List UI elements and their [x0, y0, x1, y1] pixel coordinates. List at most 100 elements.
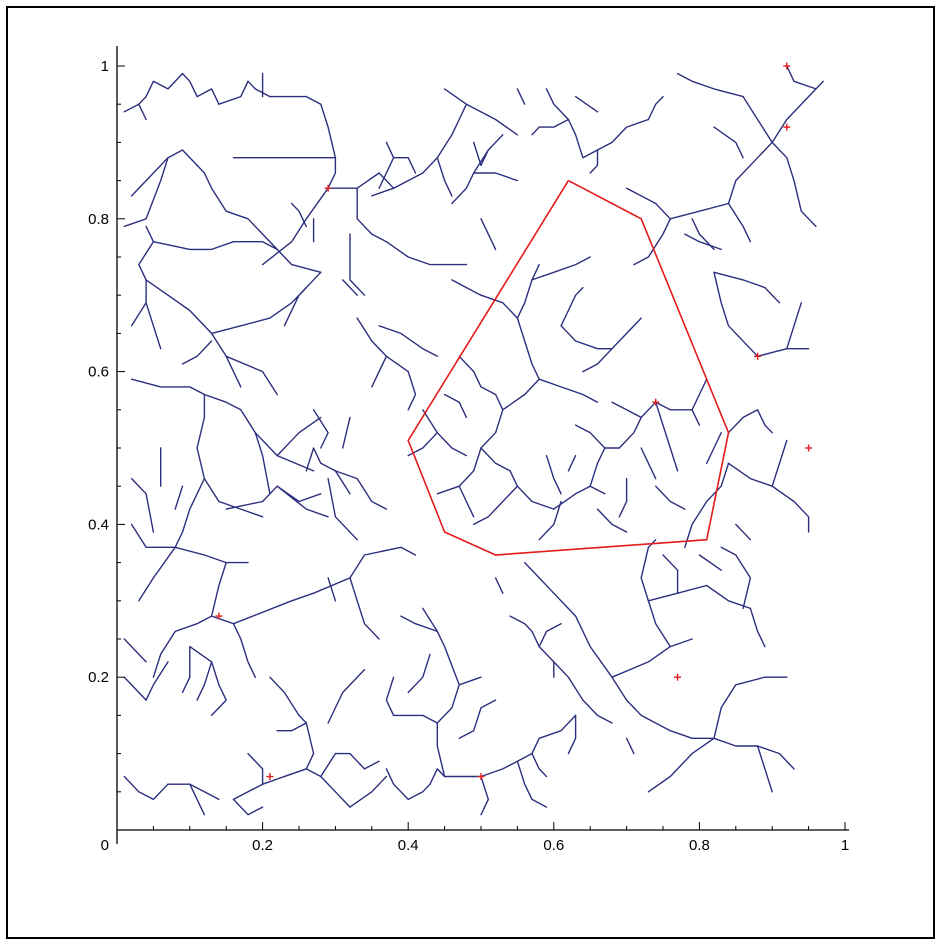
network-branch: [130, 523, 176, 548]
network-branch: [480, 447, 511, 472]
network-branch: [531, 118, 570, 136]
network-branch: [480, 393, 504, 449]
network-branch: [392, 156, 417, 174]
network-branch: [232, 775, 286, 801]
network-branch: [210, 615, 257, 678]
network-branch: [735, 523, 752, 541]
network-branch: [655, 401, 679, 472]
network-branch: [662, 554, 679, 594]
network-branch: [349, 546, 417, 579]
network-branch: [458, 485, 475, 518]
network-branch: [640, 577, 671, 648]
network-branch: [786, 65, 817, 90]
network-branch: [560, 325, 613, 350]
network-branch: [327, 577, 337, 602]
network-branch: [247, 752, 264, 785]
network-branch: [480, 775, 489, 816]
x-tick-label: 0.4: [398, 837, 419, 854]
network-branch: [181, 149, 278, 251]
y-tick-label: 0.8: [88, 211, 109, 228]
network-branch: [174, 485, 184, 510]
axis-layer: 0.2 0.4 0.6 0.8 1 0.2 0.4 0.6 0.8 1 0: [88, 46, 849, 854]
network-branch: [422, 103, 468, 174]
y-tick-label: 1: [101, 58, 109, 75]
red-cross-marker: [324, 184, 332, 192]
network-branch: [706, 432, 722, 464]
network-branch: [480, 714, 577, 778]
network-branch: [291, 202, 307, 228]
network-branch: [327, 172, 395, 189]
red-cross-marker: [754, 352, 762, 360]
network-branch: [611, 401, 642, 419]
network-branch: [611, 317, 642, 350]
network-branch: [138, 546, 176, 602]
network-branch: [145, 225, 322, 273]
network-branch: [756, 348, 810, 357]
network-branch: [611, 676, 715, 739]
network-branch: [618, 401, 657, 449]
network-branch: [691, 218, 715, 251]
network-branch: [560, 286, 584, 327]
network-branch: [531, 256, 591, 281]
network-branch: [349, 775, 388, 808]
red-cross-marker: [266, 773, 274, 781]
network-branch: [232, 798, 264, 816]
network-branch: [283, 271, 322, 327]
network-branch: [334, 470, 388, 510]
network-branch: [385, 676, 446, 778]
network-branch: [574, 424, 606, 449]
network-branch: [516, 88, 526, 105]
network-branch: [647, 737, 715, 793]
network-branch: [145, 302, 162, 350]
network-branch: [553, 661, 613, 724]
red-cross-marker: [477, 773, 485, 781]
network-branch: [400, 615, 438, 633]
network-branch: [436, 447, 482, 495]
network-branch: [123, 661, 169, 701]
network-branch: [720, 546, 752, 610]
network-branch: [232, 577, 351, 625]
network-branch: [480, 134, 504, 167]
network-branch: [225, 485, 329, 518]
plot-border: [6, 6, 935, 939]
network-branch: [145, 279, 242, 388]
red-cross-marker: [805, 444, 813, 452]
network-branch: [684, 462, 730, 548]
network-branch: [254, 432, 271, 495]
network-branch: [196, 661, 213, 701]
network-branch: [480, 294, 519, 319]
network-branch: [786, 302, 802, 350]
x-tick-label: 0.2: [252, 837, 273, 854]
network-branch: [123, 638, 147, 663]
network-branch: [152, 615, 213, 678]
network-branch: [611, 118, 650, 144]
network-branch: [713, 737, 773, 793]
network-branch: [727, 462, 810, 533]
network-branch: [756, 745, 795, 770]
network-branch: [698, 554, 722, 571]
network-branch: [407, 653, 431, 694]
network-branch: [516, 760, 548, 808]
network-branch: [349, 577, 380, 640]
network-branch: [538, 500, 562, 541]
network-branch: [261, 187, 329, 266]
x-tick-label: 0.6: [543, 837, 564, 854]
network-branch: [727, 409, 773, 434]
network-branch: [691, 378, 708, 411]
network-branch: [276, 485, 322, 503]
network-branch: [218, 80, 249, 105]
network-branch: [422, 409, 468, 457]
hull-polygon: [407, 179, 730, 556]
network-branch: [749, 607, 766, 648]
network-branch: [305, 95, 337, 189]
network-branch: [713, 676, 788, 739]
network-branch: [276, 722, 307, 732]
network-branch: [531, 752, 548, 778]
network-branch: [130, 149, 184, 197]
network-branch: [378, 141, 395, 189]
network-branch: [443, 393, 468, 419]
network-branch: [225, 355, 278, 396]
network-branch: [181, 645, 191, 694]
network-branch: [625, 737, 635, 755]
